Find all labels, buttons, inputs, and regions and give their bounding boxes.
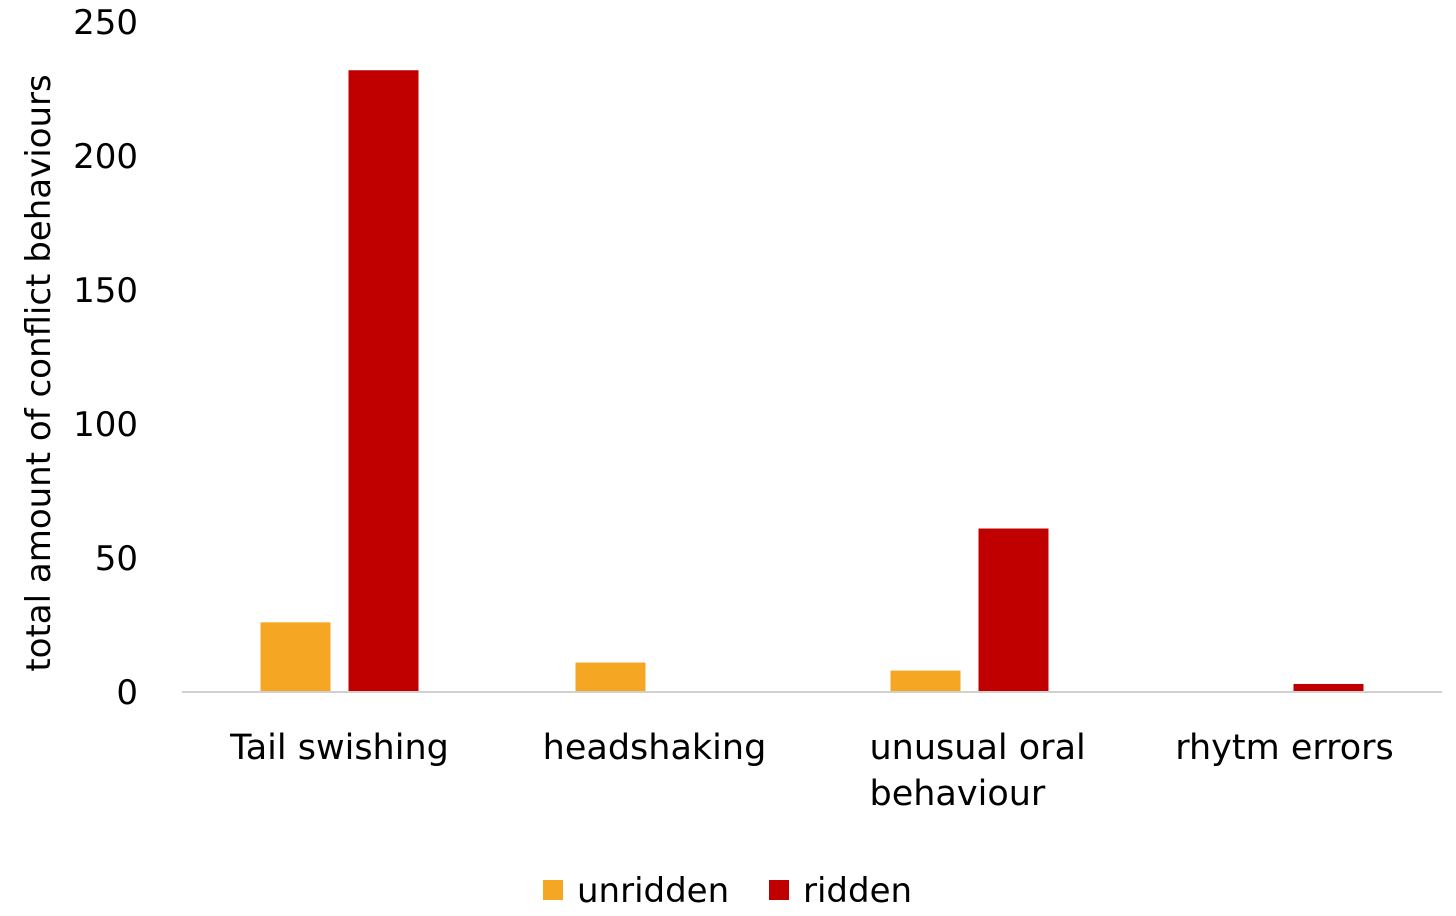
x-category-label: Tail swishing: [229, 728, 449, 768]
bar-ridden: [348, 70, 419, 693]
y-tick-label: 200: [73, 137, 138, 177]
bar-ridden: [978, 528, 1049, 692]
bar-unridden: [260, 622, 331, 692]
y-tick-label: 150: [73, 271, 138, 311]
y-tick-label: 50: [95, 539, 138, 579]
y-tick-label: 100: [73, 405, 138, 445]
legend-label-unridden: unridden: [577, 871, 729, 911]
x-category-label: unusual oral behaviour: [870, 728, 1086, 814]
legend-label-ridden: ridden: [803, 871, 912, 911]
bar-ridden: [1293, 683, 1364, 692]
legend: unridden ridden: [543, 871, 912, 911]
x-category-label: headshaking: [543, 728, 767, 768]
y-tick-label: 250: [73, 3, 138, 43]
bar-unridden: [890, 670, 961, 692]
x-axis-category-labels: Tail swishing headshaking unusual oral beha…: [229, 728, 1394, 814]
legend-swatch-ridden: [769, 880, 789, 900]
legend-swatch-unridden: [543, 880, 563, 900]
y-axis-ticks: 0 50 100 150 200 250: [73, 3, 138, 713]
x-category-label: rhytm errors: [1175, 728, 1394, 768]
y-tick-label: 0: [116, 673, 138, 713]
bars-group: [260, 70, 1364, 693]
bar-unridden: [575, 662, 646, 692]
y-axis-title: total amount of conflict behaviours: [19, 74, 59, 671]
